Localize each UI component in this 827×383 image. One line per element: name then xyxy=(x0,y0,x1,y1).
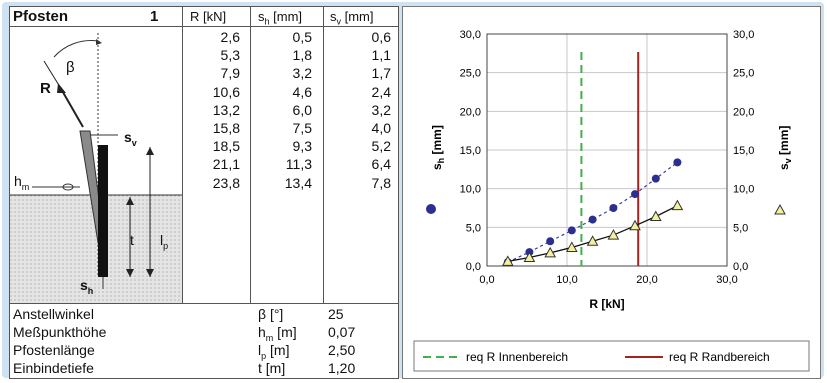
header-r: R [kN] xyxy=(190,9,227,24)
table-cell-sh: 13,4 xyxy=(284,174,312,191)
param-label: Einbindetiefe xyxy=(13,360,94,376)
table-cell-sh: 9,3 xyxy=(292,138,312,155)
legend-marker-sh xyxy=(426,204,436,214)
sketch-sh: sh xyxy=(80,277,94,296)
sketch-sv: sv xyxy=(124,129,137,148)
table-cell-r: 15,8 xyxy=(212,120,240,136)
table-cell-r: 10,6 xyxy=(212,83,240,100)
data-point-sh xyxy=(546,237,555,246)
chart-svg: 0,0 0,05,0 5,010,0 10,015,0 15,020,0 20,025,0… xyxy=(413,29,810,372)
x-tick-label: 10,0 xyxy=(556,274,577,286)
y-tick-label: 5,0 xyxy=(466,222,481,234)
table-cell-r: 7,9 xyxy=(220,65,240,82)
table-cell-r: 5,3 xyxy=(220,47,240,64)
param-symbol: β [°] xyxy=(258,306,284,322)
table-cell-sh: 1,8 xyxy=(292,47,312,64)
sketch-beta: β xyxy=(66,59,75,76)
table-cell-r: 21,1 xyxy=(212,156,240,173)
table-title: Pfosten xyxy=(13,8,69,25)
param-symbol: lp [m] xyxy=(258,342,290,361)
legend-label-inner: req R Innenbereich xyxy=(466,350,568,364)
y-tick-label: 10,0 xyxy=(460,184,481,196)
param-value: 0,07 xyxy=(328,324,356,340)
table-cell-sh: 0,5 xyxy=(292,29,312,45)
y2-tick-label: 0,0 xyxy=(733,261,748,273)
table-cell-sh: 4,6 xyxy=(292,83,312,100)
data-point-sh xyxy=(588,215,597,224)
table-cell-sv: 1,7 xyxy=(371,65,391,82)
table-cell-sv: 2,4 xyxy=(371,83,391,100)
header-sh: sh [mm] xyxy=(258,9,303,27)
y-axis-label-right: sv [mm] xyxy=(777,126,793,170)
data-point-sv xyxy=(671,199,684,211)
param-value: 25 xyxy=(328,306,344,322)
data-point-sh xyxy=(609,204,618,212)
legend-marker-sv xyxy=(774,203,786,215)
sketch-hm: hm xyxy=(14,173,30,192)
y2-tick-label: 20,0 xyxy=(733,106,754,118)
param-value: 2,50 xyxy=(328,342,356,358)
chart-panel: 0,0 0,0 5,0 5,0 10,0 10,0 15,0 15,0 20,0 20,0 25,0… xyxy=(402,6,821,379)
table-cell-sh: 3,2 xyxy=(292,65,312,82)
data-point-sv xyxy=(629,219,641,231)
y2-tick-label: 25,0 xyxy=(733,68,754,80)
param-label: Pfostenlänge xyxy=(13,342,95,358)
sketch-lp: lp xyxy=(160,232,169,251)
table-cell-sv: 1,1 xyxy=(371,47,391,64)
x-tick-label: 20,0 xyxy=(636,274,657,286)
table-cell-sv: 0,6 xyxy=(371,29,391,45)
y-tick-label: 15,0 xyxy=(460,145,481,157)
table-cell-sv: 7,8 xyxy=(371,174,391,191)
table-cell-sv: 6,4 xyxy=(371,156,391,173)
y2-tick-label: 5,0 xyxy=(733,222,748,234)
legend-label-edge: req R Randbereich xyxy=(669,350,770,364)
table-cell-sv: 4,0 xyxy=(371,120,391,136)
y2-tick-label: 15,0 xyxy=(733,145,754,157)
param-label: Anstellwinkel xyxy=(13,306,94,322)
data-point-sh xyxy=(673,158,682,167)
post-sketch xyxy=(10,33,182,303)
table-cell-sh: 7,5 xyxy=(292,120,312,136)
x-axis-label: R [kN] xyxy=(589,297,624,311)
y-tick-label: 0,0 xyxy=(466,261,481,273)
data-point-sh xyxy=(631,190,639,199)
y-tick-label: 30,0 xyxy=(460,29,481,41)
data-point-sh xyxy=(651,174,660,183)
table-cell-sh: 6,0 xyxy=(292,101,312,118)
data-point-sv xyxy=(501,255,514,266)
data-point-sh xyxy=(567,226,576,235)
data-point-sv xyxy=(523,251,536,262)
y-tick-label: 20,0 xyxy=(460,106,481,118)
series-sh-trend xyxy=(507,161,678,263)
table-cell-r: 18,5 xyxy=(212,138,240,155)
data-point-sv xyxy=(565,241,578,252)
table-title-num: 1 xyxy=(150,8,159,25)
table-cell-sh: 11,3 xyxy=(285,156,312,173)
x-tick-label: 0,0 xyxy=(479,274,494,286)
table-cell-sv: 5,2 xyxy=(371,138,391,155)
sketch-R: R xyxy=(40,80,51,97)
data-point-sv xyxy=(649,210,662,222)
y-axis-label-left: sh [mm] xyxy=(430,125,446,170)
y2-tick-label: 10,0 xyxy=(733,184,754,196)
param-symbol: t [m] xyxy=(258,360,286,376)
table-cell-r: 23,8 xyxy=(212,174,240,191)
param-symbol: hm [m] xyxy=(258,324,297,343)
table-cell-sv: 3,2 xyxy=(371,101,391,118)
y2-tick-label: 30,0 xyxy=(733,29,754,41)
y-tick-label: 25,0 xyxy=(460,68,481,80)
table-cell-r: 13,2 xyxy=(212,101,240,118)
param-value: 1,20 xyxy=(328,360,356,376)
data-point-sv xyxy=(544,246,557,258)
plot-area xyxy=(486,33,728,267)
sketch-t: t xyxy=(130,232,134,248)
legend-box xyxy=(413,340,810,372)
header-sv: sv [mm] xyxy=(330,9,374,27)
table-cell-r: 2,6 xyxy=(220,29,240,45)
data-point-sv xyxy=(607,229,620,240)
param-label: Meßpunkthöhe xyxy=(13,324,107,340)
x-tick-label: 30,0 xyxy=(716,274,737,286)
data-table: Pfosten 1 R [kN] sh [mm] sv [mm] 2,6 0,5 0… xyxy=(9,6,399,379)
data-point-sv xyxy=(586,235,599,246)
